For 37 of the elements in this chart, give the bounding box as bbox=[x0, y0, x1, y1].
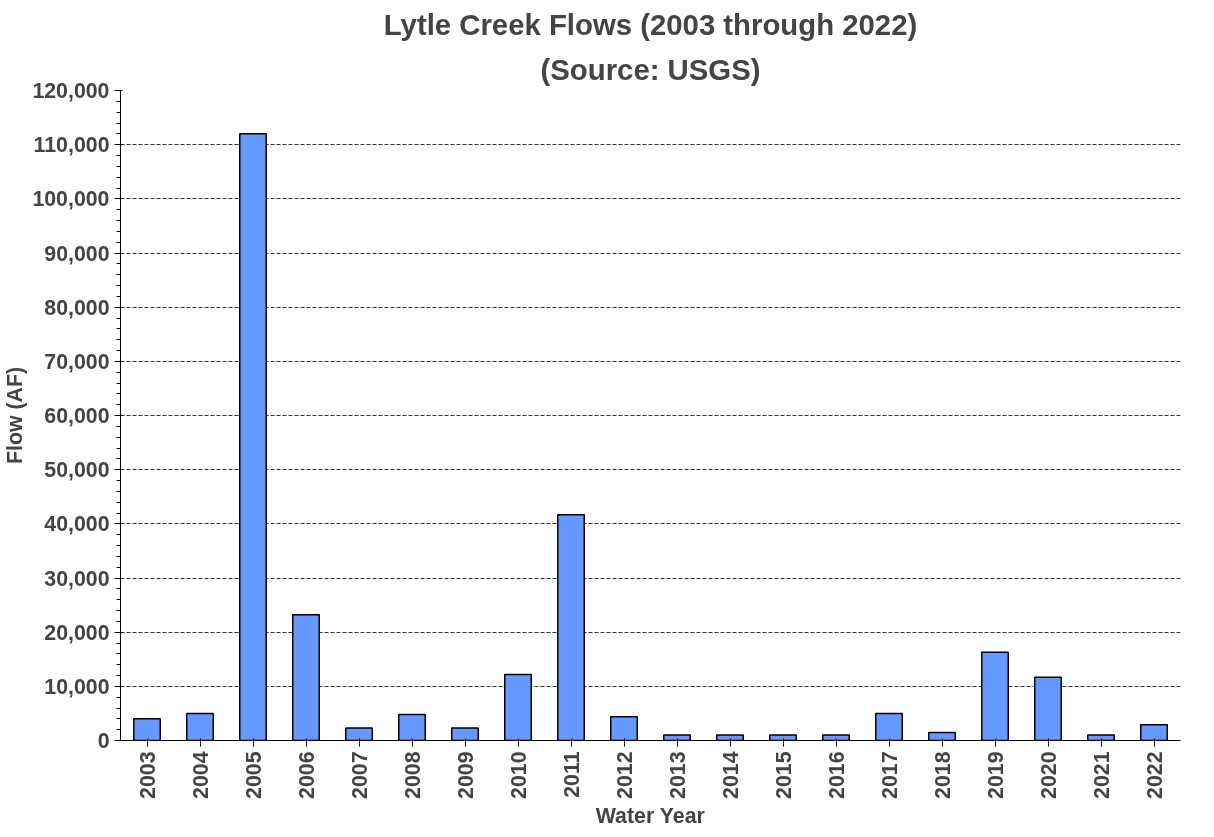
x-tick-label: 2007 bbox=[347, 751, 372, 799]
x-tick-label: 2013 bbox=[665, 751, 690, 799]
x-tick-label: 2003 bbox=[135, 751, 160, 799]
x-tick-label: 2022 bbox=[1142, 751, 1167, 799]
x-tick-label: 2005 bbox=[241, 751, 266, 799]
x-tick-label: 2010 bbox=[506, 751, 531, 799]
x-axis-title: Water Year bbox=[595, 803, 705, 828]
x-tick-label: 2018 bbox=[930, 751, 955, 799]
y-tick-label: 90,000 bbox=[44, 241, 110, 266]
y-tick-label: 110,000 bbox=[33, 133, 110, 158]
y-tick-label: 0 bbox=[97, 729, 110, 753]
x-tick-label: 2008 bbox=[400, 751, 425, 799]
x-tick-label: 2004 bbox=[188, 751, 213, 799]
y-tick-label: 80,000 bbox=[44, 295, 110, 320]
y-tick-label: 20,000 bbox=[44, 620, 110, 645]
y-tick-label: 40,000 bbox=[44, 512, 110, 537]
y-axis-title: Flow (AF) bbox=[3, 366, 28, 465]
y-tick-label: 120,000 bbox=[32, 79, 110, 103]
y-tick-label: 70,000 bbox=[44, 349, 110, 374]
y-tick-label: 30,000 bbox=[44, 566, 110, 591]
x-tick-label: 2006 bbox=[294, 751, 319, 799]
x-tick-label: 2015 bbox=[771, 751, 796, 799]
chart-title: Lytle Creek Flows (2003 through 2022) bbox=[383, 7, 918, 41]
y-tick-label: 100,000 bbox=[32, 187, 110, 212]
chart-subtitle: (Source: USGS) bbox=[540, 52, 761, 86]
x-tick-label: 2017 bbox=[877, 751, 902, 799]
x-tick-label: 2009 bbox=[453, 751, 478, 799]
y-tick-label: 50,000 bbox=[44, 458, 110, 483]
x-tick-label: 2011 bbox=[559, 751, 584, 798]
y-tick-label: 60,000 bbox=[44, 404, 110, 428]
y-tick-label: 10,000 bbox=[44, 674, 110, 699]
x-tick-label: 2021 bbox=[1089, 751, 1114, 799]
x-tick-label: 2012 bbox=[612, 751, 637, 799]
x-tick-label: 2014 bbox=[718, 751, 743, 799]
x-tick-label: 2019 bbox=[983, 751, 1008, 799]
x-tick-label: 2020 bbox=[1036, 751, 1061, 799]
x-tick-label: 2016 bbox=[824, 751, 849, 799]
